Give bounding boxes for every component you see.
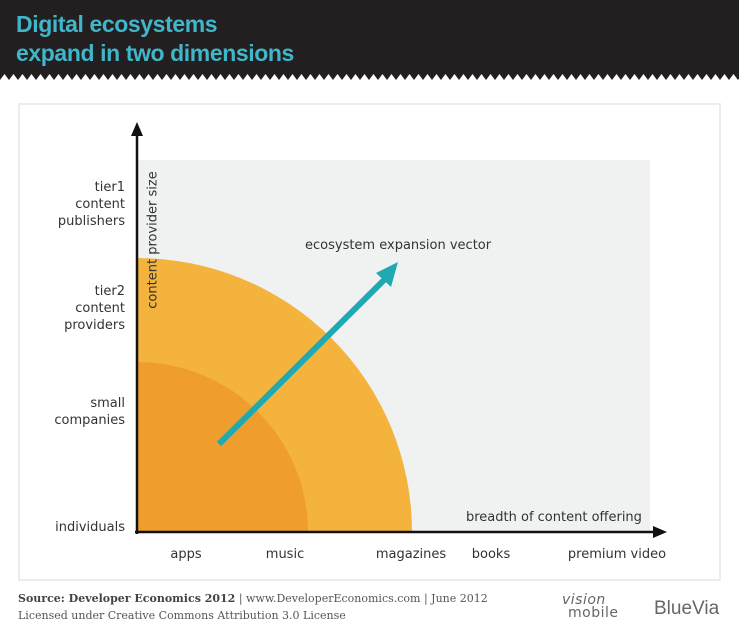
x-label-apps: apps <box>170 547 202 562</box>
visionmobile-logo-bottom: mobile <box>568 605 619 621</box>
y-label-small-companies: small companies <box>54 396 125 428</box>
x-label-books: books <box>471 547 511 562</box>
x-label-magazines: magazines <box>375 547 447 562</box>
visionmobile-logo-top: vision <box>562 592 606 608</box>
footer-license: Licensed under Creative Commons Attribut… <box>18 609 346 622</box>
title-line-2: expand in two dimensions <box>16 40 294 66</box>
y-label-tier2: tier2 content providers <box>64 284 125 333</box>
bluevia-logo: BlueVia <box>654 598 720 619</box>
inner-region <box>137 362 308 532</box>
y-axis-title: content provider size <box>145 171 161 309</box>
x-axis-title: breadth of content offering <box>466 510 642 525</box>
header-banner: Digital ecosystems expand in two dimensi… <box>0 0 739 82</box>
expansion-vector-arrowhead <box>376 262 398 287</box>
x-label-premium-video: premium video <box>567 547 667 562</box>
page-title: Digital ecosystems expand in two dimensi… <box>16 10 294 68</box>
zigzag-edge <box>0 74 739 82</box>
source-details: | www.DeveloperEconomics.com | June 2012 <box>235 592 488 605</box>
footer-source: Source: Developer Economics 2012 | www.D… <box>18 592 488 605</box>
x-axis-arrowhead <box>653 526 667 538</box>
x-label-music: music <box>265 547 305 562</box>
diagram-frame <box>18 103 721 581</box>
y-label-individuals: individuals <box>55 520 125 535</box>
expansion-vector-line <box>216 275 389 447</box>
vector-label: ecosystem expansion vector <box>305 238 492 253</box>
title-line-1: Digital ecosystems <box>16 11 218 37</box>
y-axis-arrowhead <box>131 122 143 136</box>
source-label: Source: Developer Economics 2012 <box>18 592 236 605</box>
visionmobile-logo: vision mobile <box>556 592 634 626</box>
y-label-tier1: tier1 content publishers <box>57 180 125 229</box>
